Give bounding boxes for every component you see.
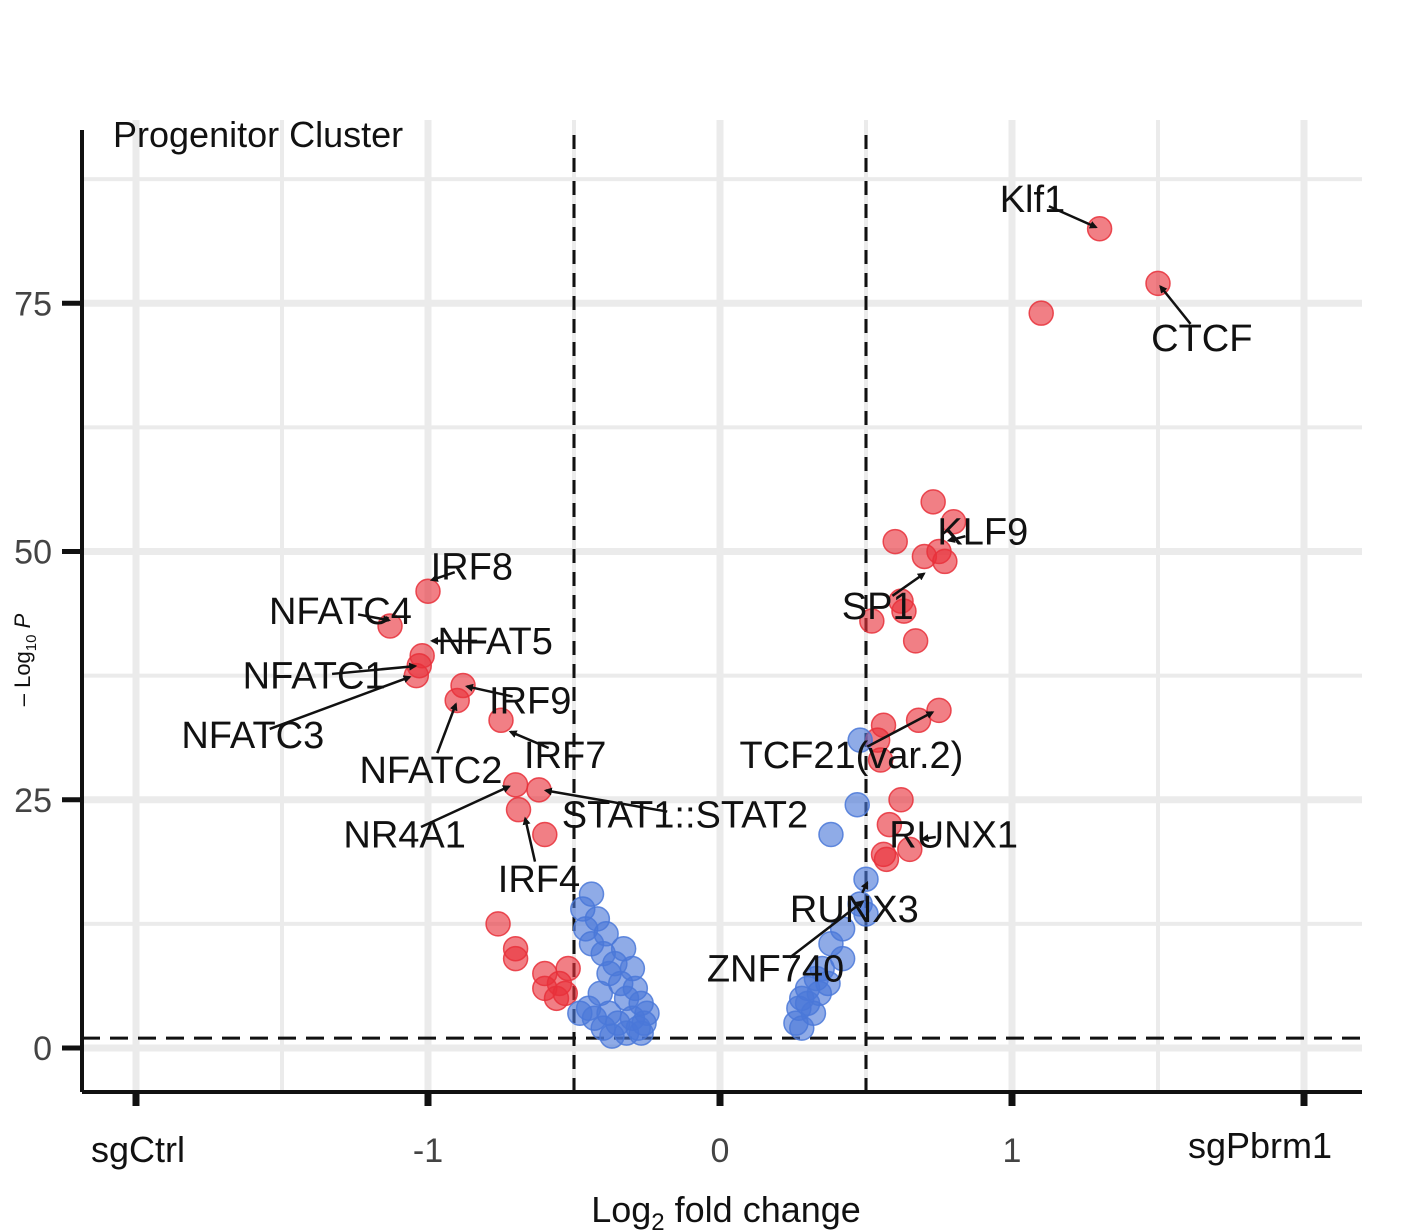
- significant-point: [488, 707, 514, 734]
- significant-point: [532, 821, 558, 848]
- data-points: [377, 216, 1171, 1049]
- annotation-arrow: [920, 834, 936, 843]
- y-tick-label: 25: [14, 782, 52, 820]
- significant-point: [444, 687, 470, 714]
- x-axis-label: Log2 fold change: [591, 1189, 861, 1230]
- annotation-arrow: [420, 785, 511, 829]
- annotation-label: NFAT5: [437, 621, 552, 663]
- x-axis-label-rest: fold change: [665, 1189, 861, 1230]
- nonsignificant-point: [789, 1015, 815, 1041]
- annotation-label: IRF4: [498, 859, 580, 901]
- y-tick-label: 75: [14, 285, 52, 323]
- nonsignificant-point: [625, 1015, 651, 1041]
- annotation-label: IRF8: [431, 546, 513, 588]
- significant-point: [1145, 270, 1171, 297]
- significant-point: [505, 796, 532, 823]
- annotation-arrow: [788, 900, 865, 959]
- annotation-arrow: [269, 675, 412, 731]
- nonsignificant-point: [847, 727, 873, 753]
- y-axis-label-main: – Log: [10, 651, 35, 706]
- nonsignificant-point: [581, 1005, 608, 1031]
- x-tick-label: -1: [413, 1132, 443, 1170]
- nonsignificant-point: [815, 970, 841, 997]
- significant-point: [920, 489, 946, 515]
- significant-point: [1028, 300, 1054, 326]
- annotation-arrow: [1159, 284, 1192, 325]
- significant-point: [859, 608, 885, 634]
- annotation-arrow: [508, 730, 550, 750]
- nonsignificant-point: [599, 1023, 625, 1049]
- significant-point: [932, 548, 958, 575]
- annotation-arrow: [866, 711, 935, 748]
- significant-point: [882, 528, 908, 555]
- significant-point: [552, 980, 578, 1007]
- annotation-arrow: [357, 613, 391, 624]
- annotation-arrow: [860, 880, 869, 894]
- annotation-label: NR4A1: [343, 815, 466, 857]
- x-tick-label: 0: [711, 1132, 730, 1170]
- annotation-arrow: [464, 683, 513, 698]
- annotation-label: RUNX3: [790, 889, 919, 931]
- threshold-lines: [82, 135, 1362, 1092]
- significant-point: [891, 598, 917, 624]
- annotation-label: NFATC1: [243, 656, 386, 698]
- y-tick-label: 50: [14, 534, 52, 572]
- annotation-label: IRF9: [489, 680, 571, 722]
- y-axis-label-rest: P: [10, 613, 35, 634]
- annotations: Klf1 CTCF KLF9 SP1 IRF8 NFATC4 NFAT5 NFATC1 NFAT…: [181, 179, 1252, 991]
- significant-point: [897, 836, 923, 863]
- y-axis-label-sub: 10: [23, 635, 40, 652]
- significant-point: [1086, 216, 1113, 242]
- significant-point: [867, 747, 894, 773]
- annotation-label: Klf1: [1000, 179, 1065, 221]
- annotation-label: SP1: [842, 586, 914, 628]
- y-tick-label: 0: [33, 1030, 52, 1068]
- annotation-arrow: [891, 572, 926, 597]
- annotation-label: STAT1::STAT2: [562, 795, 808, 837]
- nonsignificant-point: [844, 791, 870, 818]
- annotation-label: NFATC4: [269, 591, 412, 633]
- annotation-label: NFATC3: [181, 715, 324, 757]
- annotation-arrow: [429, 571, 456, 582]
- annotation-arrow: [522, 816, 537, 862]
- x-axis-label-main: Log: [591, 1189, 651, 1230]
- significant-point: [502, 945, 529, 972]
- right-group-label: sgPbrm1: [1188, 1125, 1332, 1166]
- significant-point: [902, 628, 929, 654]
- significant-point: [888, 787, 914, 813]
- annotation-label: ZNF740: [707, 949, 844, 991]
- annotation-arrow: [436, 702, 458, 754]
- annotation-arrow: [1048, 205, 1098, 229]
- annotation-label: TCF21(var.2): [739, 735, 963, 777]
- significant-point: [876, 811, 903, 838]
- significant-point: [873, 846, 900, 873]
- x-axis-label-sub: 2: [651, 1209, 664, 1230]
- nonsignificant-point: [853, 866, 879, 892]
- annotation-label: KLF9: [937, 512, 1028, 554]
- x-tick-label: 1: [1003, 1132, 1022, 1170]
- annotation-arrow: [331, 662, 418, 676]
- annotation-arrow: [946, 534, 966, 543]
- annotation-label: IRF7: [524, 735, 606, 777]
- annotation-label: RUNX1: [889, 815, 1018, 857]
- y-axis-label: – Log10 P: [10, 613, 40, 706]
- significant-point: [940, 508, 967, 535]
- nonsignificant-point: [818, 821, 844, 848]
- left-group-label: sgCtrl: [91, 1129, 185, 1170]
- significant-point: [485, 911, 511, 937]
- annotation-label: NFATC2: [359, 750, 502, 792]
- nonsignificant-point: [829, 945, 856, 972]
- significant-point: [415, 578, 441, 604]
- annotation-label: CTCF: [1151, 318, 1252, 360]
- annotation-arrow: [543, 787, 668, 813]
- chart-title: Progenitor Cluster: [113, 114, 403, 155]
